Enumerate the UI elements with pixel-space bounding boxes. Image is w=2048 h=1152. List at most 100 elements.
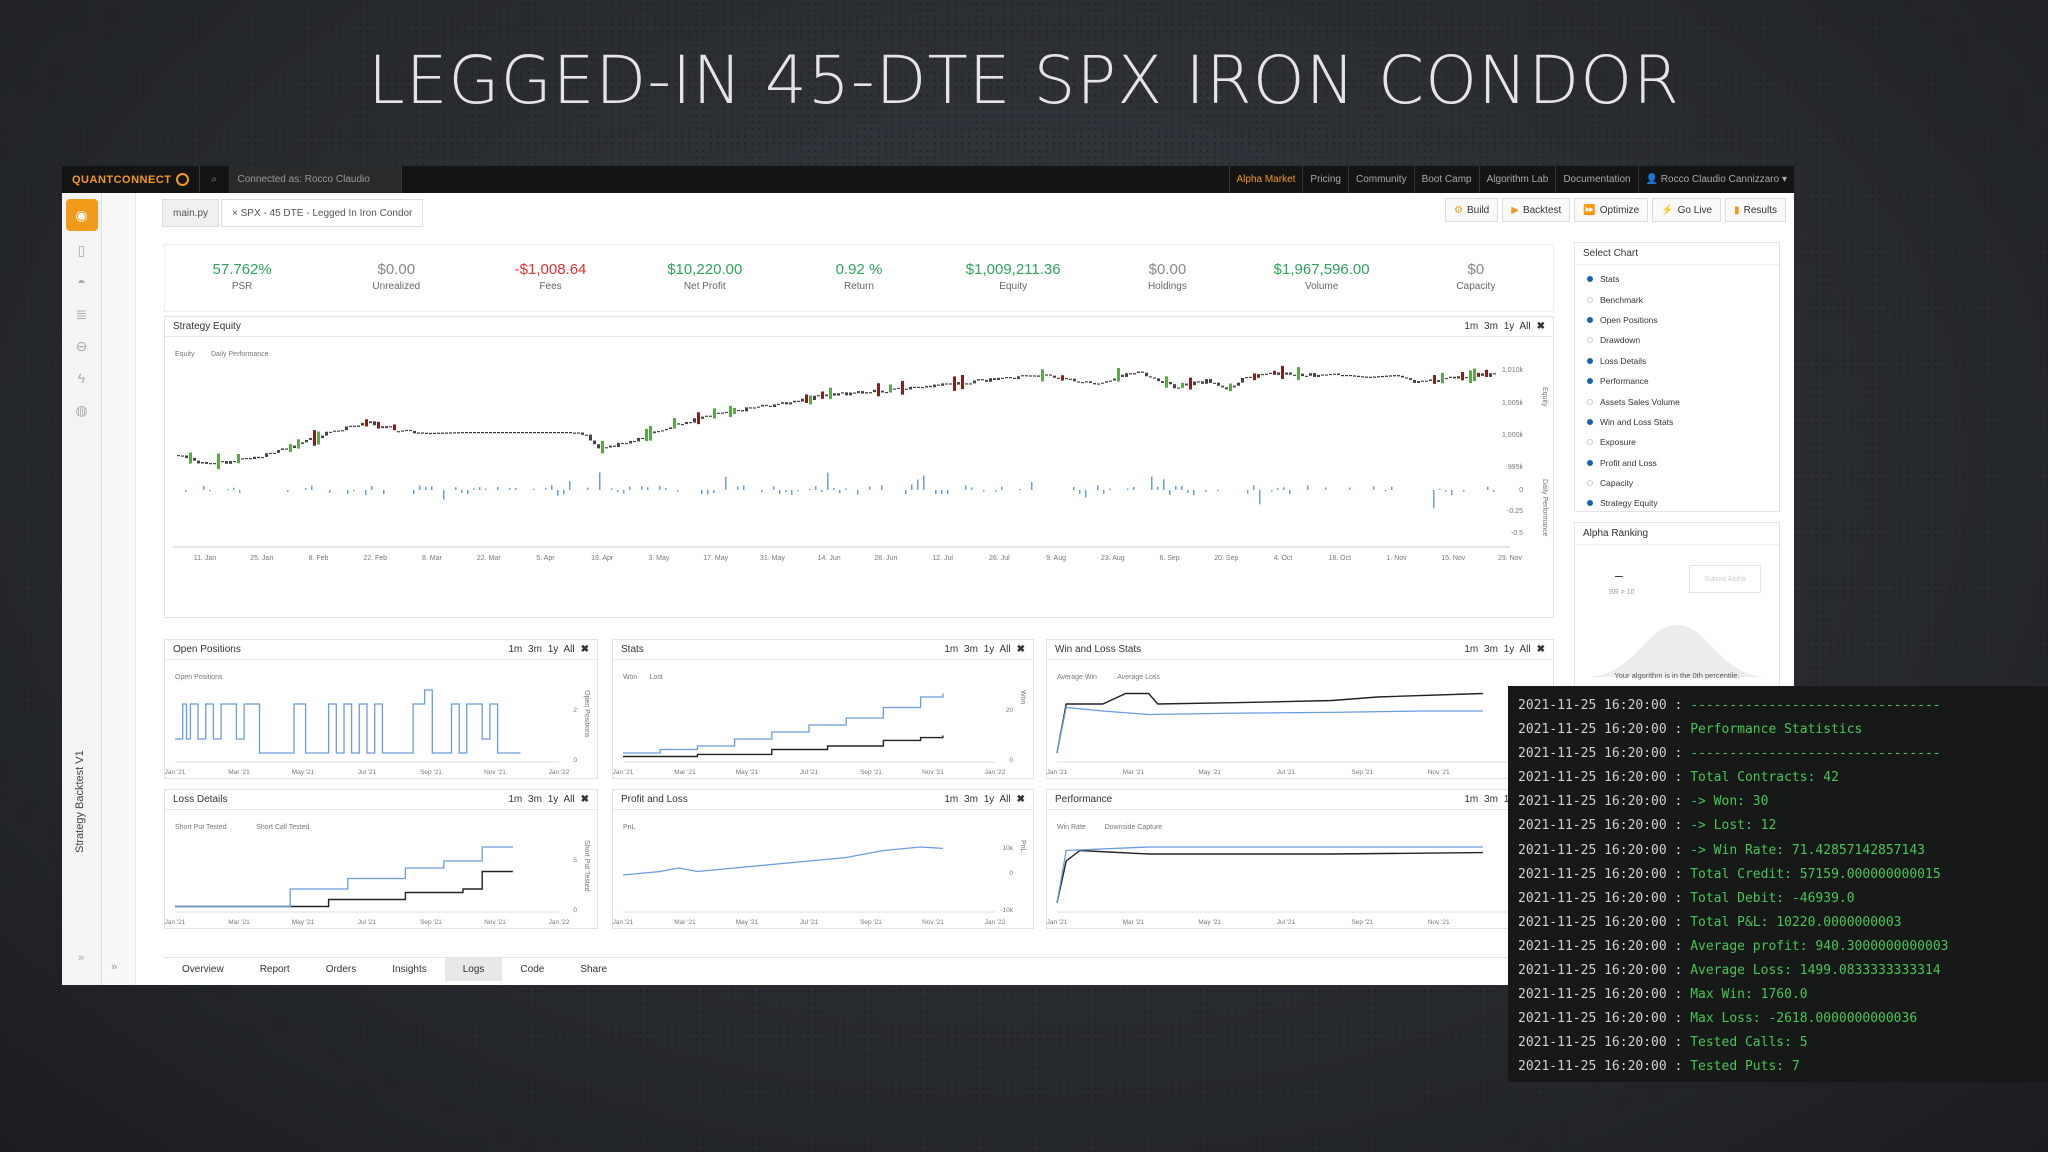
chart-option-label: Exposure bbox=[1600, 437, 1636, 448]
file-icon[interactable]: ▯ bbox=[77, 242, 86, 258]
range-selector[interactable]: 1m 3m 1y All bbox=[944, 644, 1011, 655]
chart-option[interactable]: Strategy Equity bbox=[1575, 493, 1779, 513]
equity-candle bbox=[1157, 378, 1160, 382]
close-icon[interactable]: ✖ bbox=[1536, 644, 1545, 655]
database-icon[interactable]: ≣ bbox=[75, 306, 88, 322]
tab-overview[interactable]: Overview bbox=[182, 964, 224, 975]
editor-tab[interactable]: main.py bbox=[162, 199, 220, 227]
minus-circle-icon[interactable]: ⊖ bbox=[75, 338, 88, 354]
chart-option[interactable]: Benchmark bbox=[1575, 289, 1779, 309]
equity-candle bbox=[453, 432, 456, 434]
equity-candle bbox=[1193, 381, 1196, 386]
nav-link[interactable]: Pricing bbox=[1302, 166, 1348, 193]
nav-link[interactable]: Community bbox=[1348, 166, 1414, 193]
tab-insights[interactable]: Insights bbox=[392, 964, 427, 975]
equity-candle bbox=[1201, 381, 1204, 384]
equity-candle bbox=[881, 390, 884, 393]
equity-candle bbox=[1169, 382, 1172, 385]
close-icon[interactable]: ✖ bbox=[1536, 321, 1545, 332]
x-tick-label: 14. Jun bbox=[818, 555, 841, 562]
tab-logs[interactable]: Logs bbox=[444, 958, 503, 981]
chart-option[interactable]: Drawdown bbox=[1575, 330, 1779, 350]
go-live-button[interactable]: ⚡ Go Live bbox=[1652, 198, 1722, 222]
equity-candle bbox=[1137, 371, 1140, 374]
equity-candle bbox=[229, 461, 232, 464]
nav-link[interactable]: Documentation bbox=[1555, 166, 1637, 193]
x-tick-label: Jan '22 bbox=[549, 919, 570, 926]
tab-code[interactable]: Code bbox=[520, 964, 545, 975]
daily-performance-bar bbox=[1073, 486, 1075, 490]
equity-candle bbox=[405, 429, 408, 432]
chart-option[interactable]: Stats bbox=[1575, 269, 1779, 289]
x-tick-label: 15. Nov bbox=[1441, 555, 1466, 562]
close-icon[interactable]: ✖ bbox=[1016, 644, 1025, 655]
quantconnect-logo[interactable]: QUANTCONNECT bbox=[62, 166, 200, 193]
strategy-equity-panel: Strategy Equity 1m 3m 1y All ✖ Equity Dail… bbox=[164, 316, 1554, 618]
equity-candle bbox=[313, 430, 316, 446]
range-selector[interactable]: 1m 3m 1y All bbox=[508, 644, 575, 655]
daily-performance-bar bbox=[1271, 490, 1273, 492]
chart-option[interactable]: Win and Loss Stats bbox=[1575, 412, 1779, 432]
daily-performance-bar bbox=[347, 490, 349, 495]
backtest-button[interactable]: ▶ Backtest bbox=[1502, 198, 1571, 222]
backtest-icon[interactable]: ◉ bbox=[65, 199, 98, 231]
range-selector[interactable]: 1m 3m 1y All bbox=[1464, 644, 1531, 655]
nav-link[interactable]: 👤 Rocco Claudio Cannizzaro ▾ bbox=[1637, 166, 1794, 193]
nav-link[interactable]: Boot Camp bbox=[1413, 166, 1479, 193]
toolbar-icon: ⚙ bbox=[1454, 205, 1463, 216]
tab-report[interactable]: Report bbox=[259, 964, 290, 975]
x-tick-label: May '21 bbox=[736, 769, 759, 776]
equity-candle bbox=[1161, 381, 1164, 383]
build-button[interactable]: ⚙ Build bbox=[1445, 198, 1499, 222]
nav-link[interactable]: Algorithm Lab bbox=[1478, 166, 1556, 193]
range-selector[interactable]: 1m 3m 1y All bbox=[508, 794, 575, 805]
equity-candle bbox=[1061, 375, 1064, 381]
equity-candle bbox=[385, 426, 388, 429]
equity-candle bbox=[517, 432, 520, 434]
chart-option[interactable]: Profit and Loss bbox=[1575, 453, 1779, 473]
bolt-icon[interactable]: ϟ bbox=[77, 370, 86, 386]
cap-icon[interactable]: ◓ bbox=[77, 274, 86, 290]
editor-tab[interactable]: × SPX - 45 DTE - Legged In Iron Condor bbox=[221, 199, 424, 227]
daily-performance-bar bbox=[1385, 490, 1387, 492]
daily-performance-bar bbox=[779, 490, 781, 494]
y2-axis-label: Daily Performance bbox=[1541, 479, 1548, 537]
toggle-dot-icon bbox=[1587, 316, 1593, 323]
chart-option[interactable]: Loss Details bbox=[1575, 351, 1779, 371]
equity-candle bbox=[389, 426, 392, 428]
connected-as-dropdown[interactable]: Connected as: Rocco Claudio Can... ▾ bbox=[229, 166, 402, 212]
percentile-text: Your algorithm is in the 0th percentile. bbox=[1614, 671, 1740, 680]
chart-option[interactable]: Open Positions bbox=[1575, 310, 1779, 330]
chart-option[interactable]: Assets Sales Volume bbox=[1575, 391, 1779, 411]
close-icon[interactable]: ✖ bbox=[580, 794, 589, 805]
equity-candle bbox=[213, 463, 216, 465]
tab-share[interactable]: Share bbox=[580, 964, 608, 975]
chart-option[interactable]: Performance bbox=[1575, 371, 1779, 391]
close-icon[interactable]: ✖ bbox=[580, 644, 589, 655]
submit-alpha-button[interactable]: Submit Alpha bbox=[1689, 565, 1761, 593]
close-icon[interactable]: ✖ bbox=[1016, 794, 1025, 805]
search-icon[interactable]: ⌕ bbox=[200, 166, 230, 193]
daily-performance-bar bbox=[209, 490, 211, 492]
equity-candle bbox=[237, 454, 240, 464]
tab-orders[interactable]: Orders bbox=[325, 964, 357, 975]
equity-candle bbox=[461, 432, 464, 434]
optimize-button[interactable]: ⏩ Optimize bbox=[1574, 198, 1649, 222]
globe-icon[interactable]: ◍ bbox=[75, 402, 88, 418]
x-tick-label: Sep '21 bbox=[860, 769, 882, 776]
range-selector[interactable]: 1m 3m 1y All bbox=[1464, 321, 1531, 332]
equity-candle bbox=[757, 406, 760, 408]
expand-icon[interactable]: » bbox=[77, 952, 85, 964]
equity-candle bbox=[665, 428, 668, 431]
collapse-icon[interactable]: » bbox=[111, 961, 118, 973]
range-selector[interactable]: 1m 3m 1y All bbox=[944, 794, 1011, 805]
results-button[interactable]: ▮ Results bbox=[1725, 198, 1786, 222]
equity-candle bbox=[221, 461, 224, 463]
equity-candle bbox=[429, 432, 432, 435]
toggle-dot-icon bbox=[1587, 357, 1593, 364]
range-selector[interactable]: 1m 3m 1y All bbox=[1464, 794, 1531, 805]
chart-option[interactable]: Exposure bbox=[1575, 432, 1779, 452]
chart-option[interactable]: Capacity bbox=[1575, 473, 1779, 493]
nav-link[interactable]: Alpha Market bbox=[1228, 166, 1303, 193]
x-tick-label: 8. Feb bbox=[309, 555, 329, 562]
